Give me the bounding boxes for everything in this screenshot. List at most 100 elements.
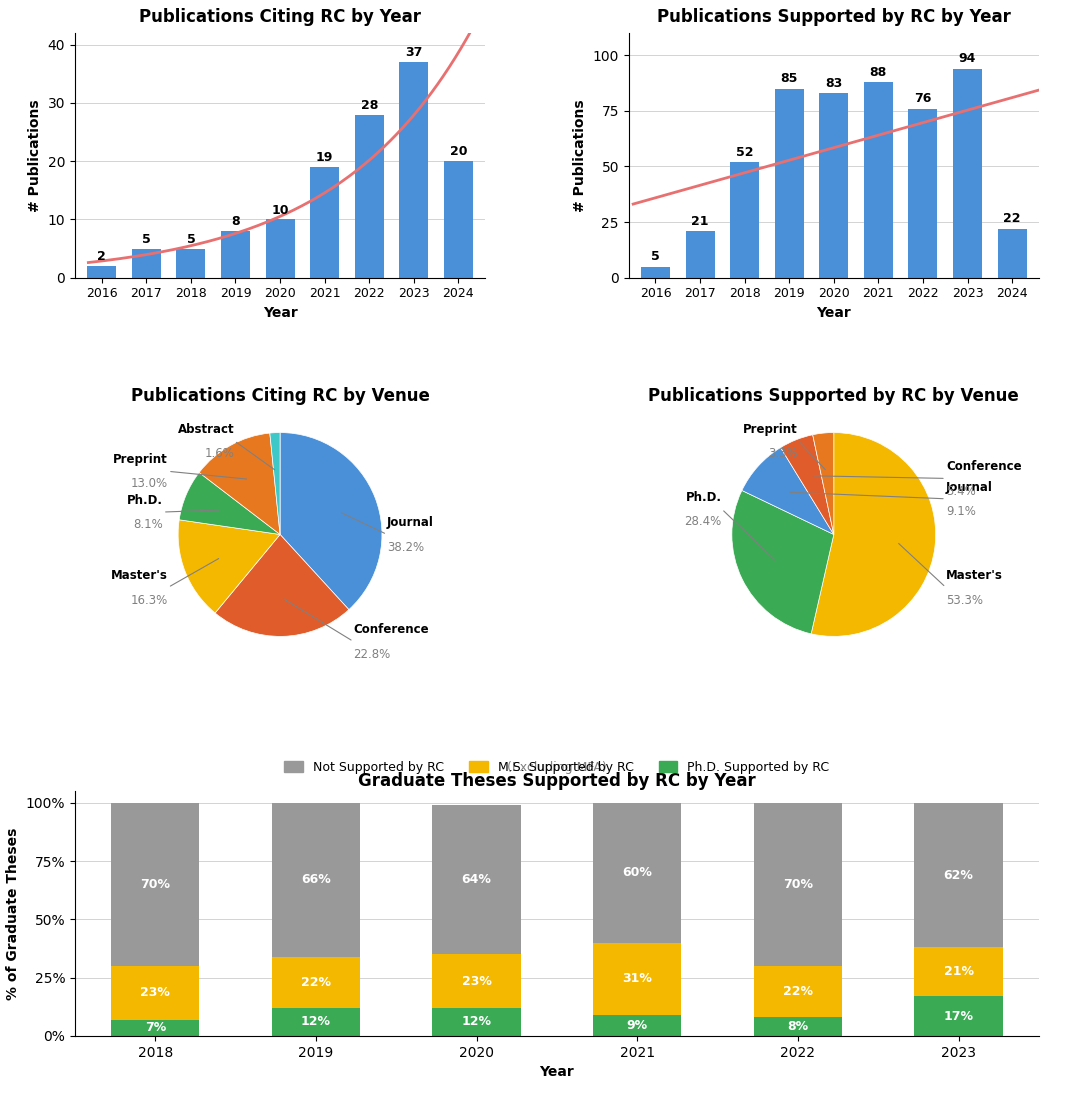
Text: 22%: 22% xyxy=(783,985,813,998)
Bar xyxy=(132,249,161,278)
Text: Journal: Journal xyxy=(387,517,434,529)
Text: Preprint: Preprint xyxy=(743,422,798,435)
Bar xyxy=(908,109,937,278)
Text: 64%: 64% xyxy=(462,873,492,886)
Bar xyxy=(754,803,842,966)
Wedge shape xyxy=(178,520,280,613)
Text: Master's: Master's xyxy=(946,570,1002,582)
Text: 19: 19 xyxy=(316,151,333,164)
Bar xyxy=(87,266,117,278)
Text: Ph.D.: Ph.D. xyxy=(685,490,722,504)
Text: 21: 21 xyxy=(691,215,709,228)
Text: 16.3%: 16.3% xyxy=(131,594,168,606)
Text: 38.2%: 38.2% xyxy=(387,541,424,553)
Text: 9%: 9% xyxy=(627,1019,648,1031)
Text: 85: 85 xyxy=(781,73,798,85)
Text: 8%: 8% xyxy=(787,1020,809,1033)
Wedge shape xyxy=(811,433,936,636)
Bar xyxy=(433,1008,521,1036)
Wedge shape xyxy=(215,534,349,636)
Wedge shape xyxy=(179,473,280,534)
Text: 66%: 66% xyxy=(301,873,331,886)
Bar xyxy=(433,806,521,954)
Text: 8: 8 xyxy=(231,215,240,228)
Bar xyxy=(593,803,681,942)
Text: 52: 52 xyxy=(736,145,753,159)
Wedge shape xyxy=(742,447,834,534)
Bar xyxy=(272,803,360,957)
Bar xyxy=(111,966,199,1019)
X-axis label: Year: Year xyxy=(262,306,298,320)
Wedge shape xyxy=(731,490,834,634)
Bar xyxy=(730,162,759,278)
Text: 17%: 17% xyxy=(944,1009,974,1023)
Title: Graduate Theses Supported by RC by Year: Graduate Theses Supported by RC by Year xyxy=(358,771,756,790)
Bar xyxy=(754,1017,842,1036)
Bar xyxy=(272,957,360,1008)
Text: 76: 76 xyxy=(915,93,932,106)
Y-axis label: # Publications: # Publications xyxy=(28,99,42,212)
Bar xyxy=(754,966,842,1017)
Text: 1.6%: 1.6% xyxy=(205,446,235,460)
Text: 94: 94 xyxy=(959,52,977,65)
Text: 22: 22 xyxy=(1004,213,1021,226)
Text: 20: 20 xyxy=(450,145,467,159)
Wedge shape xyxy=(813,433,834,534)
Bar xyxy=(640,267,670,278)
Wedge shape xyxy=(199,433,280,534)
Bar xyxy=(355,115,383,278)
Bar xyxy=(774,88,803,278)
Text: Conference: Conference xyxy=(946,461,1022,474)
Text: Abstract: Abstract xyxy=(178,422,235,435)
Bar xyxy=(111,1019,199,1036)
Text: 60%: 60% xyxy=(622,866,652,879)
Bar xyxy=(593,1015,681,1036)
Text: Conference: Conference xyxy=(353,624,429,636)
Bar xyxy=(997,229,1027,278)
Bar xyxy=(266,219,295,278)
Text: 8.1%: 8.1% xyxy=(133,518,163,531)
Text: 53.3%: 53.3% xyxy=(946,594,983,606)
Bar xyxy=(443,161,473,278)
Bar xyxy=(953,68,982,278)
Text: 62%: 62% xyxy=(944,868,974,882)
Text: 7%: 7% xyxy=(145,1022,166,1034)
Text: 22.8%: 22.8% xyxy=(353,648,391,660)
Text: 5: 5 xyxy=(142,233,151,246)
Text: 23%: 23% xyxy=(462,974,492,987)
Text: 31%: 31% xyxy=(622,972,652,985)
Text: 37: 37 xyxy=(405,46,422,60)
Text: 12%: 12% xyxy=(462,1015,492,1028)
Bar xyxy=(177,249,206,278)
Text: Master's: Master's xyxy=(111,570,168,582)
Bar xyxy=(915,948,1002,996)
Wedge shape xyxy=(270,433,280,534)
Bar xyxy=(221,231,250,278)
Text: 88: 88 xyxy=(870,66,887,78)
Text: Preprint: Preprint xyxy=(114,453,168,466)
Text: 9.1%: 9.1% xyxy=(946,505,976,518)
Y-axis label: # Publications: # Publications xyxy=(573,99,587,212)
Bar xyxy=(311,168,340,278)
Bar xyxy=(915,996,1002,1036)
Text: 83: 83 xyxy=(825,77,843,89)
Bar xyxy=(819,93,848,278)
Wedge shape xyxy=(781,435,834,534)
Text: Ph.D.: Ph.D. xyxy=(126,494,163,507)
X-axis label: Year: Year xyxy=(540,1066,574,1079)
Text: 23%: 23% xyxy=(140,986,170,1000)
Title: Publications Supported by RC by Year: Publications Supported by RC by Year xyxy=(657,8,1011,26)
Text: 5: 5 xyxy=(186,233,195,246)
Text: 28: 28 xyxy=(361,99,378,111)
Title: Publications Citing RC by Year: Publications Citing RC by Year xyxy=(139,8,421,26)
Text: 5: 5 xyxy=(651,250,660,263)
Bar xyxy=(111,803,199,966)
Text: 12%: 12% xyxy=(301,1015,331,1028)
Text: 28.4%: 28.4% xyxy=(684,515,722,528)
Bar xyxy=(593,942,681,1015)
Text: 3.3%: 3.3% xyxy=(769,446,798,460)
Bar xyxy=(399,62,428,278)
Text: (Excluding MFA): (Excluding MFA) xyxy=(507,761,607,775)
Text: Journal: Journal xyxy=(946,480,993,494)
Y-axis label: % of Graduate Theses: % of Graduate Theses xyxy=(6,828,20,1000)
